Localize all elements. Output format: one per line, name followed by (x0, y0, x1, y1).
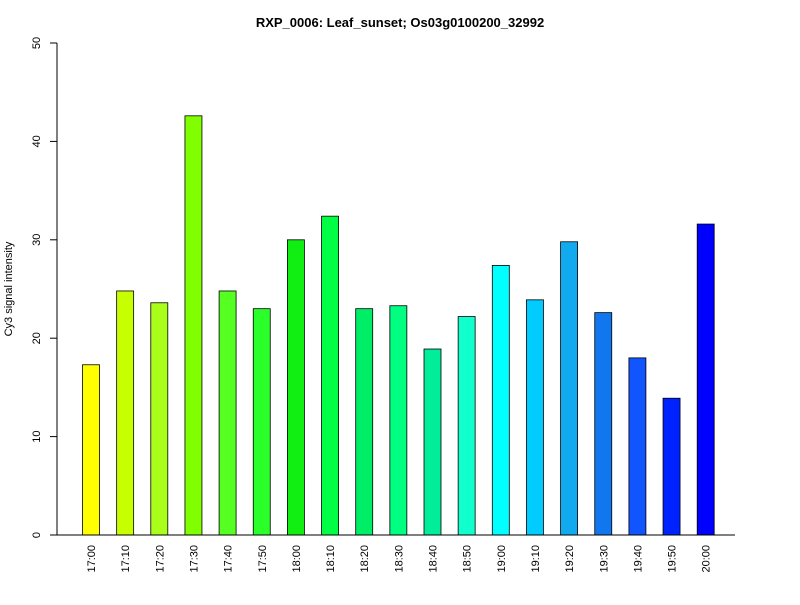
bar-2000 (696, 223, 715, 536)
bar-1900 (491, 264, 510, 536)
y-axis-label: Cy3 signal intensity (3, 241, 15, 336)
chart-title: RXP_0006: Leaf_sunset; Os03g0100200_3299… (256, 15, 544, 30)
x-tick-label: 18:50 (462, 545, 474, 573)
bar-1730 (184, 115, 203, 536)
x-tick-label: 19:00 (496, 545, 508, 573)
x-tick-label: 17:40 (223, 545, 235, 573)
x-tick-label: 17:10 (120, 545, 132, 573)
x-tick-label: 20:00 (701, 545, 713, 573)
bars-layer (82, 115, 715, 536)
x-tick-label: 18:00 (291, 545, 303, 573)
x-tick-label: 18:40 (428, 545, 440, 573)
x-tick-label: 17:30 (188, 545, 200, 573)
y-axis: 0 10 20 30 40 50 (31, 37, 58, 538)
bar-1840 (423, 348, 442, 536)
x-tick-label: 17:50 (257, 545, 269, 573)
x-tick-label: 18:10 (325, 545, 337, 573)
x-tick-label: 19:30 (598, 545, 610, 573)
x-tick-label: 17:20 (154, 545, 166, 573)
y-tick-label: 20 (31, 332, 43, 344)
bar-1740 (218, 290, 237, 536)
bar-1700 (82, 364, 100, 536)
bar-1800 (286, 239, 305, 536)
y-tick-label: 10 (31, 430, 43, 442)
x-tick-label: 19:40 (632, 545, 644, 573)
bar-1930 (594, 312, 613, 536)
x-tick-label: 17:00 (86, 545, 98, 573)
bar-1940 (628, 357, 647, 536)
y-tick-label: 40 (31, 135, 43, 147)
bar-1720 (150, 302, 169, 536)
bar-1920 (560, 241, 578, 536)
bar-1910 (526, 299, 544, 536)
bar-1750 (252, 308, 271, 536)
x-axis: 17:00 17:10 17:20 17:30 17:40 17:50 18:00 18:10… (57, 534, 735, 573)
y-tick-label: 0 (31, 532, 43, 538)
y-tick-label: 30 (31, 234, 43, 246)
bar-1950 (662, 397, 681, 536)
x-tick-label: 19:50 (667, 545, 679, 573)
x-tick-label: 18:30 (393, 545, 405, 573)
bar-1710 (116, 290, 135, 536)
bar-1850 (457, 316, 476, 536)
y-tick-label: 50 (31, 37, 43, 49)
x-tick-label: 19:20 (564, 545, 576, 573)
bar-1830 (389, 305, 408, 536)
bar-1810 (321, 215, 339, 536)
bar-1820 (355, 308, 374, 536)
x-tick-label: 19:10 (530, 545, 542, 573)
x-tick-label: 18:20 (359, 545, 371, 573)
